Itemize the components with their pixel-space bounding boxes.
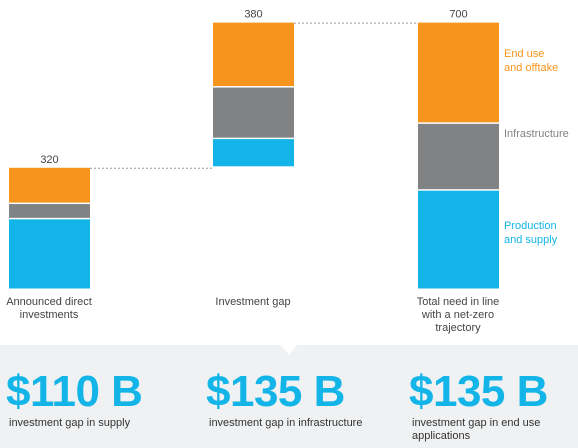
legend-label-infrastructure: Infrastructure bbox=[504, 128, 569, 140]
total-labels: 320 380 700 bbox=[40, 9, 467, 166]
gap-summary-infrastructure: $135 B investment gap in infrastructure bbox=[206, 368, 362, 430]
bar-segment-announced-0 bbox=[9, 219, 90, 289]
bar-segments bbox=[9, 22, 499, 289]
gap-desc-supply: investment gap in supply bbox=[9, 417, 131, 429]
gap-desc-infrastructure: investment gap in infrastructure bbox=[209, 417, 363, 429]
panel-notch bbox=[281, 345, 297, 355]
gap-desc-end-use: investment gap in end use applications bbox=[412, 417, 541, 442]
investment-gap-summary-panel bbox=[0, 345, 578, 448]
category-label-gap: Investment gap bbox=[215, 296, 291, 308]
bar-segment-total-0 bbox=[418, 190, 499, 289]
gap-summary-supply: $110 B investment gap in supply bbox=[6, 367, 143, 430]
bar-segment-announced-1 bbox=[9, 204, 90, 218]
bar-segment-total-2 bbox=[418, 22, 499, 123]
connector-lines bbox=[90, 22, 418, 169]
stacked-waterfall-chart: 320 380 700 bbox=[9, 9, 499, 289]
bar-segment-gap-2 bbox=[213, 22, 294, 87]
bar-segment-gap-1 bbox=[213, 87, 294, 138]
bar-segment-total-1 bbox=[418, 123, 499, 190]
total-label-gap: 380 bbox=[244, 9, 262, 21]
bar-segment-gap-0 bbox=[213, 139, 294, 167]
gap-value-supply: $110 B bbox=[6, 367, 143, 416]
category-label-announced: Announced direct investments bbox=[6, 296, 92, 321]
gap-summary-end-use: $135 B investment gap in end use applica… bbox=[409, 368, 548, 443]
legend-label-production: Production and supply bbox=[504, 220, 558, 246]
gap-value-infrastructure: $135 B bbox=[206, 367, 345, 416]
total-label-announced: 320 bbox=[40, 154, 58, 166]
category-label-total: Total need in line with a net-zero traje… bbox=[416, 296, 500, 334]
total-label-total: 700 bbox=[449, 9, 467, 21]
bar-segment-announced-2 bbox=[9, 167, 90, 203]
gap-value-end-use: $135 B bbox=[409, 367, 548, 416]
legend-label-end-use: End use and offtake bbox=[504, 48, 559, 74]
